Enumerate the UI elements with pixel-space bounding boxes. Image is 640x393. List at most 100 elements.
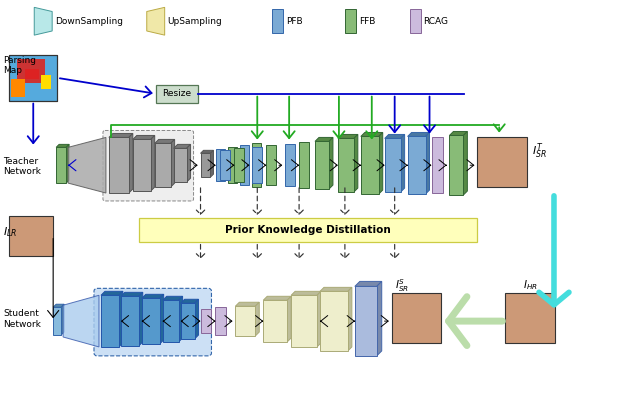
Polygon shape [119,291,123,347]
Polygon shape [463,132,467,195]
Polygon shape [236,302,259,306]
Polygon shape [35,7,52,35]
Bar [17,59,45,83]
Bar [10,216,53,255]
Bar [385,138,401,192]
Bar [180,303,195,339]
Bar [320,291,348,351]
Bar [315,141,329,189]
Bar [252,147,262,183]
Bar [53,307,61,335]
Polygon shape [129,134,133,193]
Bar [216,307,227,335]
Text: FFB: FFB [359,17,375,26]
Polygon shape [187,144,191,182]
Bar [263,300,287,342]
Polygon shape [163,296,182,300]
Bar [109,138,129,193]
Polygon shape [408,132,429,136]
Polygon shape [338,134,358,138]
Bar [240,145,249,185]
Bar [155,143,171,187]
Bar [477,138,527,187]
Polygon shape [179,296,182,342]
Polygon shape [377,281,381,356]
Text: DownSampling: DownSampling [55,17,123,26]
Bar [361,136,379,194]
Bar [285,144,295,186]
Bar [408,136,426,194]
Text: $I_{SR}^T$: $I_{SR}^T$ [532,141,547,161]
Bar [156,85,198,103]
Bar [142,298,160,344]
Text: RCAG: RCAG [424,17,449,26]
Text: $I_{HR}$: $I_{HR}$ [523,279,538,292]
Polygon shape [355,281,381,286]
Polygon shape [61,304,64,335]
Polygon shape [133,136,155,140]
Polygon shape [401,134,404,192]
Bar [266,145,276,185]
Bar [505,293,555,343]
Bar [272,9,283,33]
Polygon shape [426,132,429,194]
Bar [355,286,377,356]
Polygon shape [195,299,198,339]
Bar [234,148,244,182]
Polygon shape [56,144,69,147]
Bar [200,153,211,177]
Polygon shape [211,151,214,177]
Polygon shape [354,134,358,192]
Polygon shape [160,294,164,344]
Polygon shape [139,292,143,346]
Bar [139,218,477,242]
Bar [236,306,255,336]
Polygon shape [155,140,175,143]
Polygon shape [329,138,333,189]
FancyBboxPatch shape [103,130,193,201]
Bar [345,9,356,33]
Bar [200,309,211,333]
Text: Student
Network: Student Network [3,309,41,329]
Bar [26,69,39,79]
Bar [291,295,317,347]
Polygon shape [200,151,214,153]
Polygon shape [361,132,383,136]
Polygon shape [263,296,291,300]
Text: $I_{SR}^S$: $I_{SR}^S$ [395,277,409,294]
Text: UpSampling: UpSampling [168,17,223,26]
Polygon shape [180,299,198,303]
Bar [101,295,119,347]
Polygon shape [66,144,69,183]
Polygon shape [287,296,291,342]
Bar [163,300,179,342]
Polygon shape [147,7,164,35]
Bar [392,293,442,343]
Bar [216,149,225,181]
Polygon shape [142,294,164,298]
Bar [133,140,151,191]
Polygon shape [291,291,321,295]
Polygon shape [173,144,191,148]
Bar [41,75,51,89]
Polygon shape [121,292,143,296]
Polygon shape [171,140,175,187]
Bar [410,9,420,33]
Polygon shape [255,302,259,336]
Text: Resize: Resize [162,89,191,98]
Polygon shape [449,132,467,136]
Text: Prior Knowledge Distillation: Prior Knowledge Distillation [225,225,391,235]
Bar [431,138,444,193]
Bar [252,143,260,187]
Polygon shape [320,287,352,291]
Polygon shape [53,304,64,307]
Polygon shape [68,138,106,193]
Bar [12,79,26,97]
FancyBboxPatch shape [94,288,211,356]
Text: PFB: PFB [286,17,303,26]
Text: Parsing
Map: Parsing Map [3,56,36,75]
Bar [449,136,463,195]
Polygon shape [385,134,404,138]
Bar [228,147,237,183]
Bar [121,296,139,346]
